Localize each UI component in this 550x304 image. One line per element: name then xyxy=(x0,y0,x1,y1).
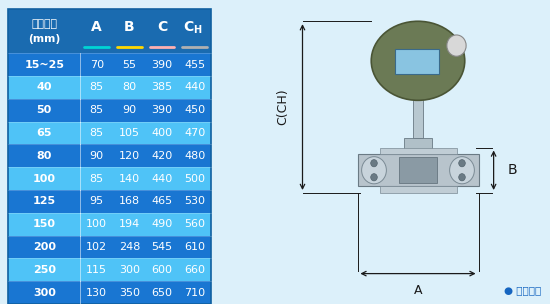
Text: 90: 90 xyxy=(122,105,136,115)
Text: ● 常规仪表: ● 常规仪表 xyxy=(504,285,542,295)
Text: 55: 55 xyxy=(122,60,136,70)
Text: 80: 80 xyxy=(37,151,52,161)
Bar xyxy=(8,258,211,281)
Bar xyxy=(8,99,211,122)
Circle shape xyxy=(459,174,465,181)
Text: 300: 300 xyxy=(33,288,56,298)
Text: A: A xyxy=(91,19,102,34)
Bar xyxy=(413,97,423,138)
Text: 130: 130 xyxy=(86,288,107,298)
Text: 650: 650 xyxy=(151,288,173,298)
Circle shape xyxy=(459,160,465,167)
Text: 465: 465 xyxy=(151,196,173,206)
Bar xyxy=(8,213,211,236)
Text: 545: 545 xyxy=(151,242,173,252)
Text: (mm): (mm) xyxy=(28,34,60,44)
Text: 65: 65 xyxy=(36,128,52,138)
Text: H: H xyxy=(193,25,201,35)
Bar xyxy=(8,190,211,213)
Text: 50: 50 xyxy=(37,105,52,115)
Text: 40: 40 xyxy=(36,82,52,92)
Text: 85: 85 xyxy=(90,82,104,92)
Circle shape xyxy=(371,160,377,167)
Bar xyxy=(8,9,211,53)
Text: 125: 125 xyxy=(32,196,56,206)
Text: 仪表口径: 仪表口径 xyxy=(31,19,57,29)
Text: 610: 610 xyxy=(184,242,205,252)
Text: 560: 560 xyxy=(184,219,205,229)
Text: 168: 168 xyxy=(119,196,140,206)
Text: 140: 140 xyxy=(119,174,140,184)
Ellipse shape xyxy=(362,157,386,184)
Bar xyxy=(395,49,439,74)
Text: 194: 194 xyxy=(119,219,140,229)
Text: 105: 105 xyxy=(119,128,140,138)
Text: 250: 250 xyxy=(33,265,56,275)
Text: B: B xyxy=(124,19,135,34)
Text: 455: 455 xyxy=(184,60,205,70)
Text: 420: 420 xyxy=(151,151,173,161)
Text: 100: 100 xyxy=(33,174,56,184)
Text: 85: 85 xyxy=(90,174,104,184)
Text: 95: 95 xyxy=(90,196,104,206)
Text: 440: 440 xyxy=(184,82,205,92)
Text: C: C xyxy=(183,19,194,34)
Text: 440: 440 xyxy=(151,174,173,184)
Text: 200: 200 xyxy=(33,242,56,252)
Circle shape xyxy=(371,174,377,181)
Text: 150: 150 xyxy=(33,219,56,229)
Ellipse shape xyxy=(450,157,474,184)
Bar xyxy=(404,137,432,154)
Text: A: A xyxy=(414,284,422,297)
Text: 350: 350 xyxy=(119,288,140,298)
Text: 450: 450 xyxy=(184,105,205,115)
Text: 85: 85 xyxy=(90,128,104,138)
Text: 100: 100 xyxy=(86,219,107,229)
Text: 102: 102 xyxy=(86,242,107,252)
Text: 600: 600 xyxy=(151,265,173,275)
Text: 500: 500 xyxy=(184,174,205,184)
Bar xyxy=(8,281,211,304)
Text: 385: 385 xyxy=(151,82,173,92)
Bar xyxy=(8,76,211,99)
Bar xyxy=(8,9,211,304)
Bar xyxy=(8,53,211,76)
Text: C: C xyxy=(157,19,167,34)
Text: 90: 90 xyxy=(90,151,104,161)
Text: 480: 480 xyxy=(184,151,205,161)
Text: 120: 120 xyxy=(119,151,140,161)
Ellipse shape xyxy=(447,35,466,56)
Bar xyxy=(8,144,211,167)
Text: 15~25: 15~25 xyxy=(24,60,64,70)
Text: 660: 660 xyxy=(184,265,205,275)
Text: 490: 490 xyxy=(151,219,173,229)
Bar xyxy=(358,154,478,186)
Bar xyxy=(379,148,456,154)
Text: 70: 70 xyxy=(90,60,104,70)
Text: C(CH): C(CH) xyxy=(277,89,290,125)
Text: 85: 85 xyxy=(90,105,104,115)
Text: 530: 530 xyxy=(184,196,205,206)
Text: 390: 390 xyxy=(151,105,173,115)
Text: 470: 470 xyxy=(184,128,205,138)
Bar xyxy=(399,157,437,183)
Text: 80: 80 xyxy=(122,82,136,92)
Bar xyxy=(8,167,211,190)
Polygon shape xyxy=(406,85,430,97)
Bar xyxy=(8,122,211,144)
Text: 115: 115 xyxy=(86,265,107,275)
Bar xyxy=(8,236,211,258)
Text: 248: 248 xyxy=(119,242,140,252)
Text: B: B xyxy=(508,163,518,177)
Text: 300: 300 xyxy=(119,265,140,275)
Bar xyxy=(379,186,456,193)
Text: 710: 710 xyxy=(184,288,205,298)
Text: 390: 390 xyxy=(151,60,173,70)
Text: 400: 400 xyxy=(151,128,173,138)
Ellipse shape xyxy=(371,21,465,100)
